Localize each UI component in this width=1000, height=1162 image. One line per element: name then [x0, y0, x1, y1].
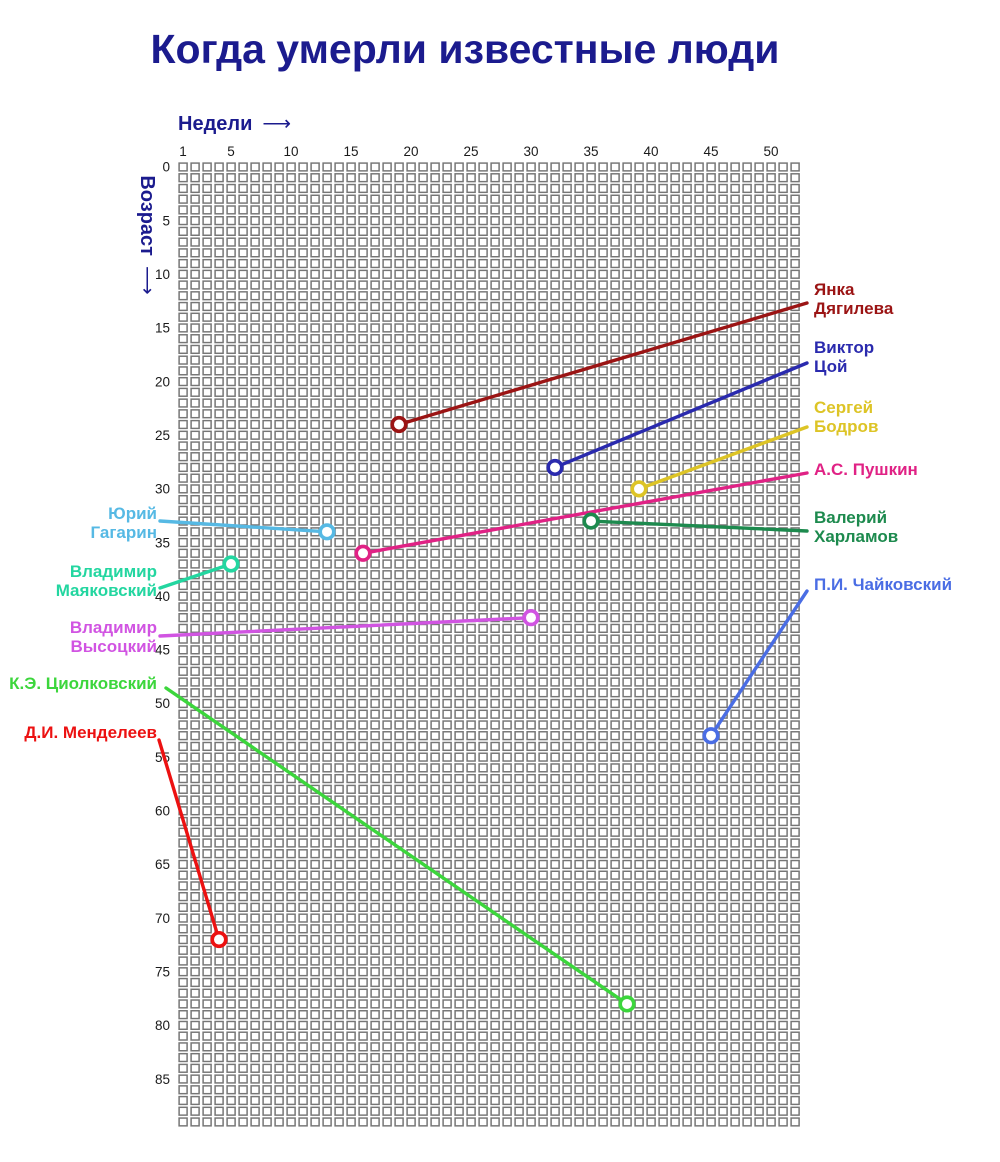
death-point-marker: [546, 458, 564, 477]
death-point-marker: [222, 555, 240, 573]
person-label-line: Харламов: [814, 527, 899, 546]
person-label-line: Гагарин: [90, 523, 157, 542]
x-tick-label: 35: [583, 144, 598, 159]
x-axis-label: Недели ⟶: [178, 111, 291, 136]
person-label: Янка Дягилева: [814, 280, 1000, 318]
x-axis-label-text: Недели: [178, 113, 253, 135]
person-label-line: П.И. Чайковский: [814, 575, 953, 594]
chart-title: Когда умерли известные люди: [150, 26, 780, 72]
x-tick-label: 15: [343, 144, 358, 159]
person-label: Валерий Харламов: [814, 508, 1000, 546]
death-point-marker: [390, 415, 408, 434]
person-label-line: Бодров: [814, 417, 879, 436]
person-label-line: Маяковский: [55, 581, 157, 600]
death-point-marker: [210, 930, 228, 949]
person-label: К.Э. Циолковский: [0, 674, 157, 693]
y-tick-labels: 0510152025303540455055606570758085: [155, 160, 170, 1087]
leader-line: [158, 519, 329, 534]
person-label-line: Владимир: [69, 618, 157, 637]
death-point-marker: [582, 512, 600, 530]
person-label: П.И. Чайковский: [814, 575, 1000, 594]
x-tick-label: 45: [703, 144, 718, 159]
person-label-line: Янка: [814, 280, 855, 299]
person-label-line: Виктор: [814, 338, 875, 357]
death-point-marker: [318, 523, 336, 541]
x-tick-label: 20: [403, 144, 418, 159]
y-tick-label: 0: [162, 160, 170, 175]
person-label-line: Юрий: [108, 504, 157, 523]
leader-line: [164, 686, 629, 1006]
y-tick-label: 65: [155, 857, 170, 872]
y-tick-label: 10: [155, 267, 170, 282]
person-label: Владимир Маяковский: [0, 562, 157, 600]
x-axis-arrow-icon: ⟶: [262, 113, 292, 135]
leader-line: [589, 519, 809, 533]
y-tick-label: 60: [155, 804, 170, 819]
person-label: Сергей Бодров: [814, 398, 1000, 436]
person-label: Д.И. Менделеев: [0, 723, 157, 742]
y-tick-label: 25: [155, 428, 170, 443]
death-point-marker: [522, 609, 540, 627]
person-label-line: Высоцкий: [70, 637, 158, 656]
leader-line: [709, 589, 809, 738]
death-point-marker: [630, 480, 648, 498]
y-tick-label: 75: [155, 964, 170, 979]
leader-line: [637, 425, 809, 491]
y-tick-label: 30: [155, 482, 170, 497]
leader-line: [157, 738, 221, 942]
person-label-line: Д.И. Менделеев: [24, 723, 157, 742]
y-tick-label: 15: [155, 321, 170, 336]
person-label-line: Цой: [814, 357, 848, 376]
y-tick-label: 80: [155, 1018, 170, 1033]
person-label: Владимир Высоцкий: [0, 618, 157, 656]
death-point-marker: [354, 544, 372, 562]
leader-line: [158, 615, 533, 638]
death-point-marker: [618, 995, 636, 1013]
x-tick-label: 40: [643, 144, 658, 159]
x-tick-label: 25: [463, 144, 478, 159]
person-label-line: К.Э. Циолковский: [9, 674, 157, 693]
y-tick-label: 70: [155, 911, 170, 926]
y-tick-label: 45: [155, 643, 170, 658]
person-label-line: Валерий: [814, 508, 888, 527]
person-label-line: Сергей: [814, 398, 874, 417]
leader-line: [158, 562, 233, 590]
x-tick-label: 5: [227, 144, 235, 159]
x-tick-label: 1: [179, 144, 187, 159]
person-label-line: Дягилева: [814, 299, 894, 318]
leader-lines: [157, 301, 809, 1006]
y-tick-label: 20: [155, 374, 170, 389]
person-label: Виктор Цой: [814, 338, 1000, 376]
person-label: Юрий Гагарин: [0, 504, 157, 542]
leader-line: [553, 361, 809, 470]
y-tick-label: 85: [155, 1072, 170, 1087]
x-tick-labels: 1 5 10 15 20 25 30 35 40 45 50: [179, 144, 778, 159]
y-tick-label: 5: [162, 213, 170, 228]
leader-line: [397, 301, 809, 427]
y-tick-label: 35: [155, 535, 170, 550]
leader-line: [361, 471, 809, 555]
x-tick-label: 50: [763, 144, 778, 159]
y-tick-label: 50: [155, 696, 170, 711]
person-label-line: А.С. Пушкин: [814, 460, 918, 479]
x-tick-label: 30: [523, 144, 538, 159]
person-label-line: Владимир: [69, 562, 157, 581]
y-tick-label: 40: [155, 589, 170, 604]
death-point-marker: [702, 727, 720, 745]
x-tick-label: 10: [283, 144, 298, 159]
death-point-markers: [210, 415, 720, 1013]
weeks-grid: [178, 162, 800, 1127]
person-label: А.С. Пушкин: [814, 460, 1000, 479]
